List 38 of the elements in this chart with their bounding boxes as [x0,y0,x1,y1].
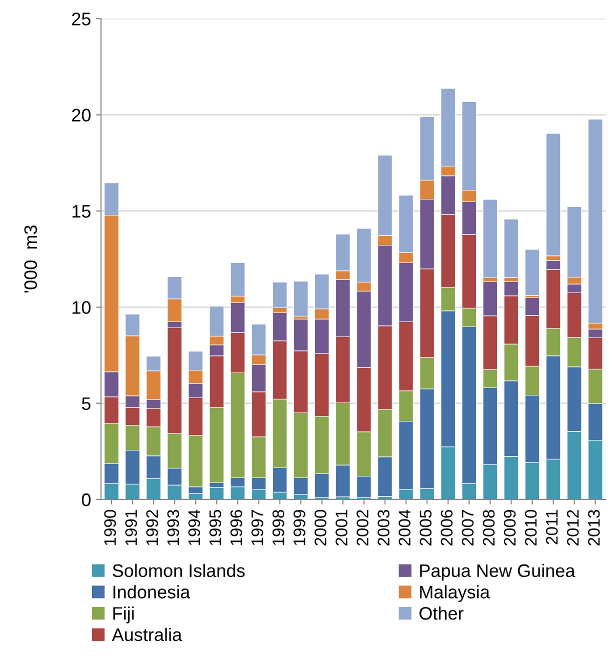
x-tick-label: 2012 [566,510,579,546]
y-tick-label: 20 [72,108,91,122]
x-tick-label: 1994 [188,510,200,546]
x-tick-label: 1999 [294,510,306,546]
x-tick-label: 2008 [482,510,495,546]
y-tick-label: 15 [72,205,91,218]
legend-label: Solomon Islands [112,564,245,578]
x-tick-label: 1995 [209,510,222,546]
y-tick-label: 0 [82,493,91,506]
x-tick-label: 2009 [504,510,516,546]
x-tick-label: 1992 [146,510,158,546]
x-tick-label: 2005 [420,510,432,546]
y-tick-label: 25 [72,12,91,26]
x-tick-label: 2011 [546,510,558,544]
x-tick-label: 1993 [167,510,180,546]
x-tick-label: 1998 [272,510,284,546]
legend-label: Indonesia [114,585,190,598]
x-tick-label: 1997 [251,510,264,546]
x-tick-label: 1996 [230,510,242,546]
y-tick-label: 10 [72,301,91,314]
x-tick-label: 2001 [336,510,348,546]
legend-label: Fiji [113,606,134,624]
x-tick-label: 1990 [104,510,116,546]
x-tick-label: 2006 [440,510,453,546]
y-axis-title: '000 m3 [24,226,38,292]
x-tick-label: 2000 [314,510,326,546]
x-tick-label: 2002 [356,510,368,546]
legend-label: Papua New Guinea [420,564,576,581]
x-tick-label: 2007 [462,510,474,546]
legend-label: Other [420,606,464,620]
legend-label: Malaysia [420,585,490,602]
x-tick-label: 2003 [378,510,390,546]
y-tick-label: 5 [82,397,90,410]
x-tick-label: 2004 [398,510,410,546]
x-tick-label: 2010 [524,510,537,546]
x-tick-label: 1991 [125,510,138,546]
x-tick-label: 2013 [588,510,600,546]
legend-label: Australia [112,628,182,642]
